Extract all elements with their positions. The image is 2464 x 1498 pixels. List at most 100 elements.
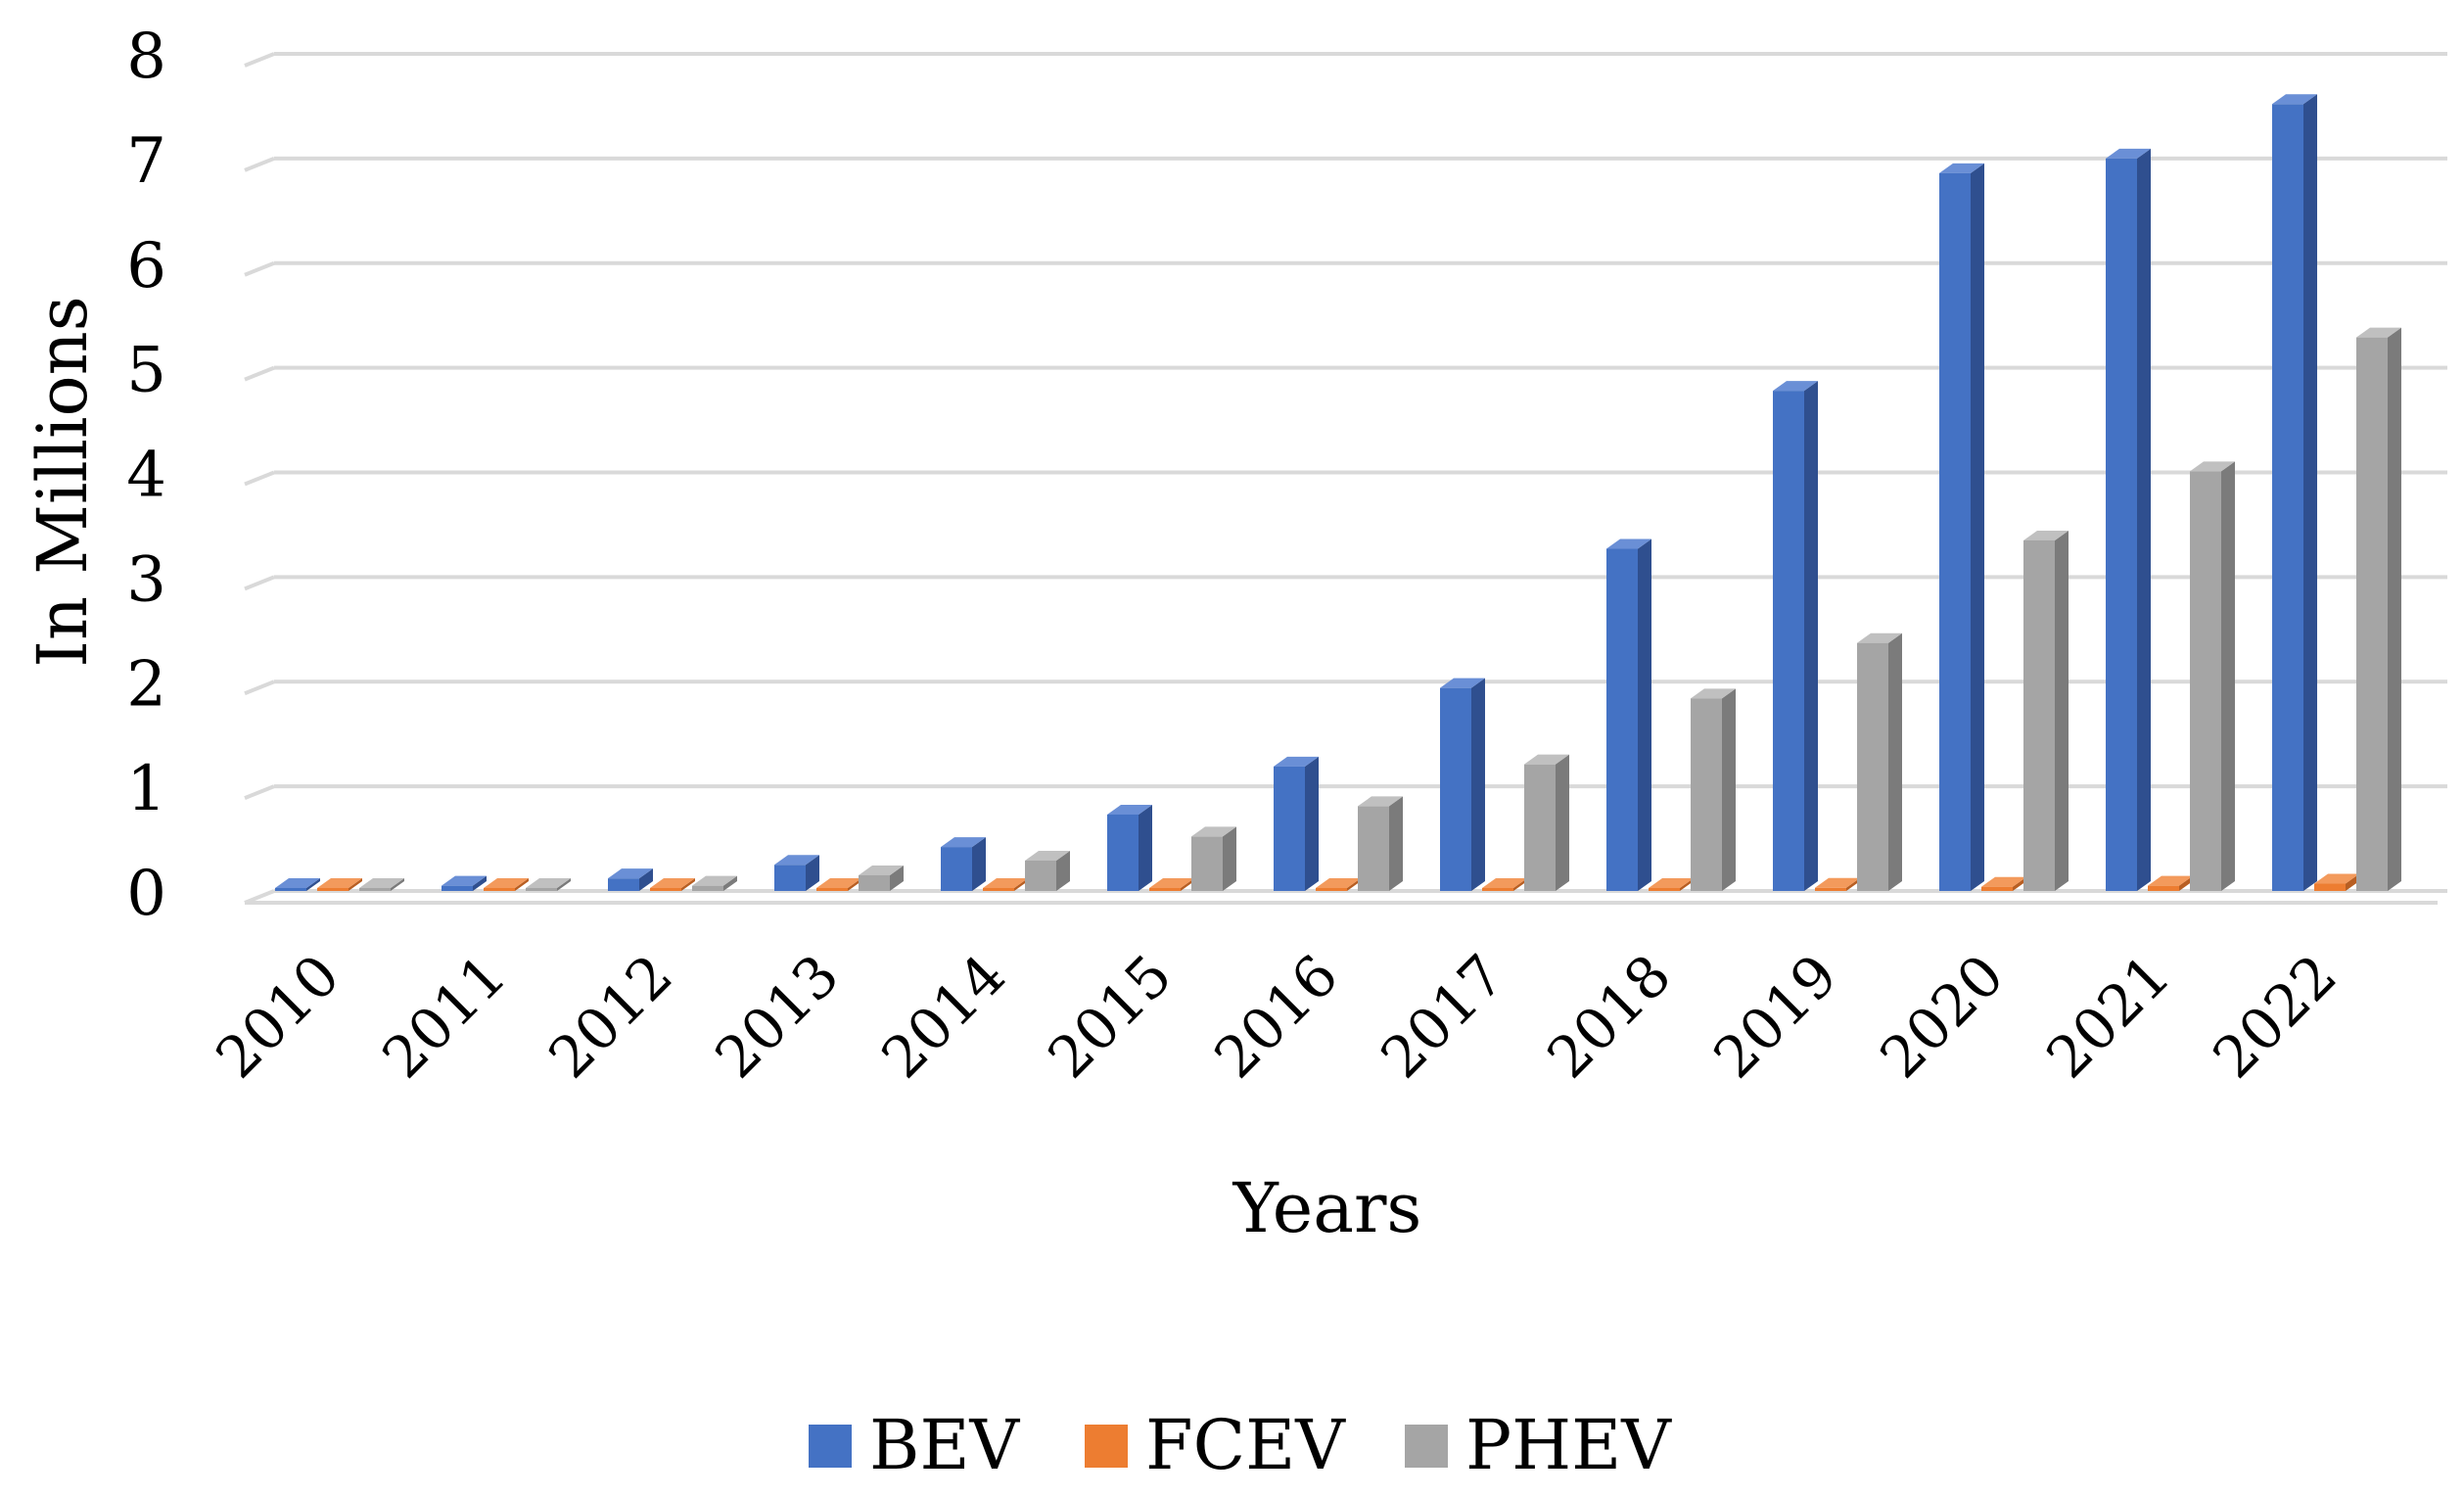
bar-top xyxy=(1274,756,1319,767)
bar-top xyxy=(2190,461,2235,472)
bar-side xyxy=(1223,826,1236,891)
bar-front xyxy=(2106,158,2137,891)
bar-bev-2015 xyxy=(1107,804,1152,891)
bar-front xyxy=(692,885,723,891)
bar-side xyxy=(1556,754,1569,891)
legend: BEV FCEV PHEV xyxy=(809,1405,1672,1485)
gridline-slant xyxy=(244,260,275,277)
bar-top xyxy=(608,868,653,879)
bar-side xyxy=(1056,851,1070,891)
bar-front xyxy=(1606,548,1638,891)
bar-side xyxy=(1722,688,1736,891)
bar-fcev-2017 xyxy=(1482,878,1527,891)
bar-phev-2017 xyxy=(1524,754,1569,891)
bar-top xyxy=(359,878,404,888)
bar-side xyxy=(2346,873,2359,891)
x-tick-label: 2016 xyxy=(1201,942,1350,1091)
bar-phev-2015 xyxy=(1191,826,1236,891)
gridline-slant xyxy=(244,575,275,591)
x-tick-label: 2013 xyxy=(702,942,851,1091)
bar-phev-2016 xyxy=(1358,796,1403,891)
bar-side xyxy=(1389,796,1403,891)
bar-fcev-2018 xyxy=(1649,878,1694,891)
bar-fcev-2012 xyxy=(650,878,695,891)
bar-side xyxy=(2179,875,2193,891)
bar-front xyxy=(983,888,1014,891)
y-axis-title: In Millions xyxy=(23,296,103,667)
bar-fcev-2015 xyxy=(1149,878,1194,891)
bar-fcev-2011 xyxy=(484,878,529,891)
bar-side xyxy=(515,878,529,891)
bar-front xyxy=(608,878,639,891)
bar-bev-2011 xyxy=(442,875,487,891)
bar-side xyxy=(2137,148,2151,891)
y-tick-label: 7 xyxy=(126,125,166,198)
bar-front xyxy=(1482,888,1513,891)
bar-top xyxy=(650,878,695,888)
y-tick-label: 4 xyxy=(126,440,166,512)
bar-top xyxy=(816,878,861,888)
bar-front xyxy=(1649,888,1680,891)
bar-top xyxy=(526,878,571,888)
bar-phev-2012 xyxy=(692,875,737,891)
bar-front xyxy=(1191,836,1223,891)
bar-front xyxy=(317,888,349,891)
bar-front xyxy=(1149,888,1181,891)
bar-side xyxy=(2303,94,2317,892)
x-tick-label: 2020 xyxy=(1867,942,2016,1091)
bar-top xyxy=(1149,878,1194,888)
y-axis-ticks: 0 1 2 3 4 5 6 7 8 xyxy=(126,21,166,930)
bar-side xyxy=(2055,530,2069,891)
bar-top xyxy=(1939,163,1984,173)
bar-front xyxy=(1524,764,1556,891)
gridline-slant xyxy=(244,784,275,800)
bar-bev-2013 xyxy=(774,855,819,891)
bar-side xyxy=(1680,878,1694,891)
bar-top xyxy=(941,837,986,848)
x-tick-label: 2019 xyxy=(1700,942,1849,1091)
bar-top xyxy=(2106,148,2151,159)
bar-front xyxy=(859,874,890,891)
bar-side xyxy=(806,855,819,891)
gridline-slant xyxy=(244,365,275,382)
legend-item-bev: BEV xyxy=(809,1405,1021,1485)
bar-top xyxy=(1191,826,1236,837)
x-tick-label: 2017 xyxy=(1368,942,1516,1091)
y-tick-label: 2 xyxy=(126,648,166,721)
y-tick-label: 3 xyxy=(126,543,166,616)
bar-front xyxy=(2023,539,2055,891)
x-tick-label: 2021 xyxy=(2033,942,2182,1091)
bar-phev-2011 xyxy=(526,878,571,891)
bar-side xyxy=(1181,878,1194,891)
bar-front xyxy=(2314,883,2346,891)
bar-front xyxy=(1025,861,1056,891)
bar-top xyxy=(275,878,320,888)
bar-side xyxy=(557,878,571,891)
bar-bev-2016 xyxy=(1274,756,1319,891)
bar-phev-2018 xyxy=(1691,688,1736,891)
bar-side xyxy=(1846,877,1860,891)
bar-phev-2014 xyxy=(1025,851,1070,891)
bar-top xyxy=(1649,878,1694,888)
bar-fcev-2014 xyxy=(983,878,1028,891)
x-axis-title: Years xyxy=(1232,1168,1422,1248)
bar-top xyxy=(2356,327,2401,338)
bar-front xyxy=(1857,642,1888,891)
bar-top xyxy=(1815,877,1860,888)
bar-top xyxy=(774,855,819,866)
bar-phev-2020 xyxy=(2023,530,2069,891)
gridline-slant xyxy=(244,52,275,68)
bar-bev-2020 xyxy=(1939,163,1984,891)
bar-bev-2012 xyxy=(608,868,653,891)
legend-swatch xyxy=(1085,1425,1128,1468)
bar-side xyxy=(306,878,320,891)
y-tick-label: 1 xyxy=(126,753,166,825)
bar-front xyxy=(526,888,557,891)
bar-phev-2022 xyxy=(2356,327,2401,892)
bar-side xyxy=(473,875,487,891)
bar-side xyxy=(2388,327,2401,892)
bar-top xyxy=(1358,796,1403,807)
bar-bev-2010 xyxy=(275,878,320,891)
x-tick-label: 2014 xyxy=(868,942,1017,1091)
